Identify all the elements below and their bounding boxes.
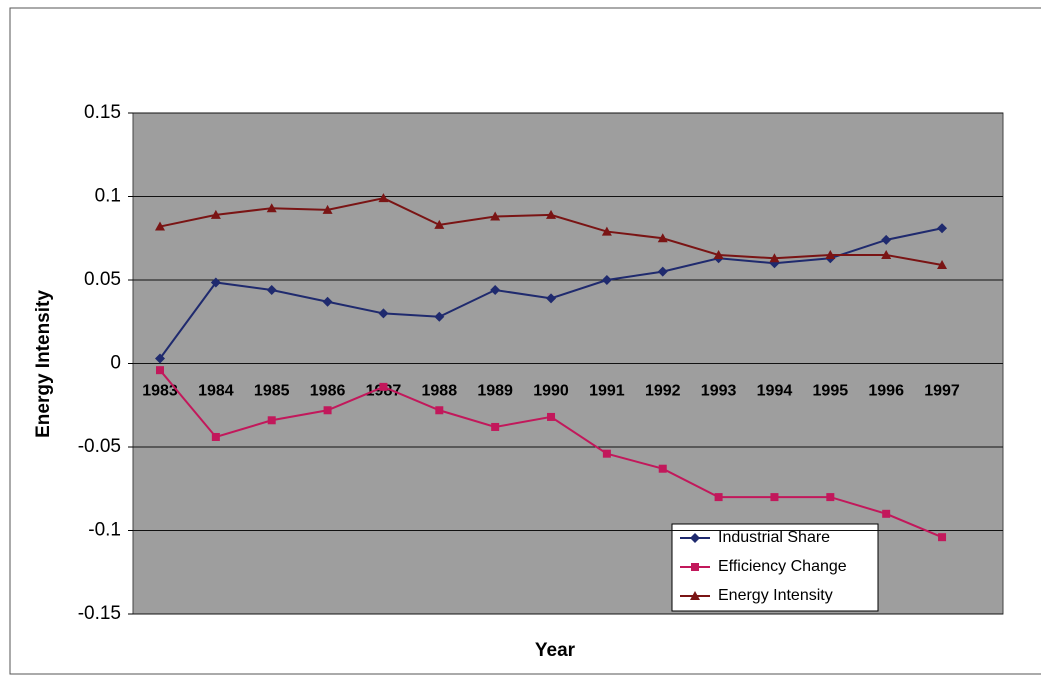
- x-tick-label: 1989: [477, 383, 513, 400]
- x-tick-label: 1995: [813, 383, 849, 400]
- data-point: [267, 416, 276, 425]
- x-tick-label: 1988: [422, 383, 458, 400]
- data-point: [937, 259, 948, 269]
- y-tick-label: -0.1: [88, 520, 121, 541]
- data-point: [881, 234, 892, 245]
- data-point: [602, 449, 611, 458]
- legend-label: Industrial Share: [718, 529, 830, 546]
- x-tick-label: 1992: [645, 383, 681, 400]
- y-tick-label: -0.05: [78, 436, 121, 457]
- data-point: [546, 293, 557, 304]
- data-point: [881, 249, 892, 259]
- x-tick-label: 1996: [868, 383, 904, 400]
- data-point: [322, 204, 333, 214]
- data-point: [378, 308, 389, 319]
- data-point: [657, 266, 668, 277]
- legend-marker: [690, 533, 700, 543]
- data-point: [156, 366, 164, 375]
- y-tick-label: 0.15: [84, 102, 121, 123]
- data-point: [434, 311, 445, 322]
- data-point: [155, 353, 165, 364]
- legend-label: Efficiency Change: [718, 558, 847, 575]
- x-tick-label: 1993: [701, 383, 737, 400]
- data-point: [490, 285, 501, 296]
- y-tick-label: 0.1: [95, 186, 121, 207]
- x-tick-label: 1997: [924, 383, 960, 400]
- data-point: [882, 509, 891, 518]
- x-tick-label: 1984: [198, 383, 234, 400]
- data-point: [713, 249, 724, 259]
- data-point: [322, 296, 333, 307]
- data-point: [378, 193, 389, 203]
- data-point: [434, 219, 445, 229]
- data-point: [601, 226, 612, 236]
- x-tick-label: 1990: [533, 383, 569, 400]
- data-point: [657, 233, 668, 243]
- legend-label: Energy Intensity: [718, 587, 833, 604]
- x-tick-label: 1983: [142, 383, 178, 400]
- x-tick-label: 1991: [589, 383, 625, 400]
- data-point: [491, 422, 500, 431]
- data-point: [435, 406, 444, 415]
- y-axis-title: Energy Intensity: [33, 290, 54, 438]
- data-point: [323, 406, 332, 415]
- data-point: [769, 253, 780, 263]
- x-axis-title: Year: [535, 640, 576, 661]
- y-tick-label: 0.05: [84, 269, 121, 290]
- data-point: [210, 209, 221, 219]
- data-point: [658, 464, 667, 473]
- data-point: [601, 275, 612, 285]
- y-tick-label: -0.15: [78, 603, 121, 624]
- data-point: [714, 493, 723, 502]
- data-point: [490, 211, 501, 221]
- x-tick-label: 1987: [366, 383, 402, 400]
- y-tick-label: 0: [110, 353, 121, 374]
- x-tick-label: 1985: [254, 383, 290, 400]
- data-point: [379, 382, 388, 391]
- legend-marker: [691, 563, 699, 571]
- data-point: [547, 412, 556, 421]
- data-point: [266, 285, 277, 296]
- data-point: [825, 249, 836, 259]
- data-point: [211, 432, 220, 441]
- data-point: [826, 493, 835, 502]
- data-point: [546, 209, 557, 219]
- data-point: [770, 493, 779, 502]
- data-point: [266, 203, 277, 213]
- data-point: [155, 221, 165, 231]
- x-tick-label: 1994: [757, 383, 793, 400]
- x-tick-label: 1986: [310, 383, 346, 400]
- data-point: [937, 223, 948, 234]
- data-point: [938, 533, 947, 542]
- data-point: [210, 277, 221, 288]
- legend-marker: [690, 591, 700, 600]
